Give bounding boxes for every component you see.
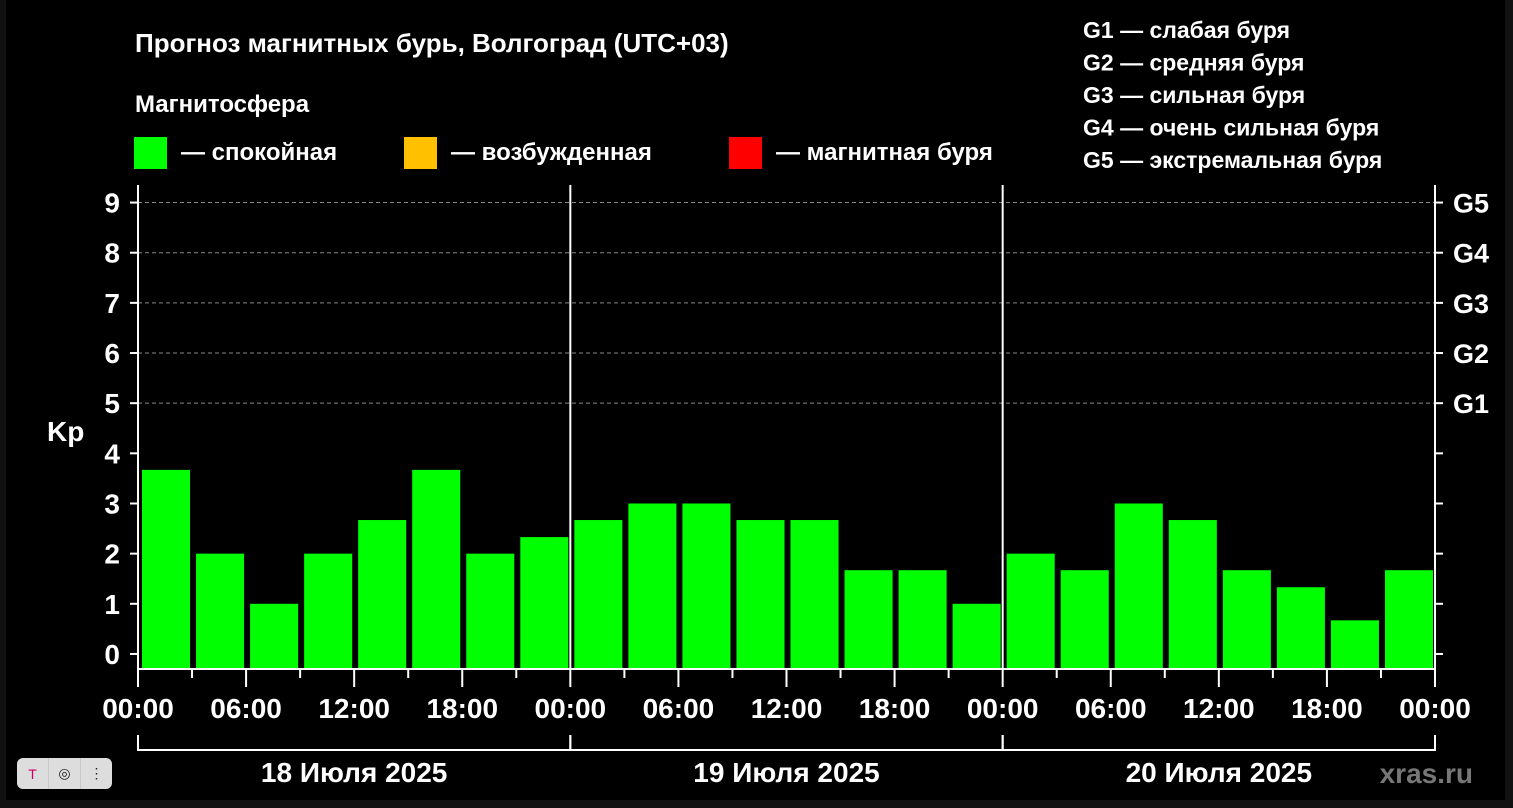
x-tick-label: 12:00 [318,693,390,724]
legend-label: — магнитная буря [776,139,993,166]
y-tick-label: 7 [104,288,120,319]
kp-bar [628,503,677,669]
day-label: 19 Июля 2025 [693,757,879,788]
g-scale-label: G3 — сильная буря [1083,82,1305,108]
y-tick-label: 4 [104,438,120,469]
y-tick-label: 1 [104,589,120,620]
day-label: 20 Июля 2025 [1126,757,1312,788]
x-tick-label: 12:00 [751,693,823,724]
g-tick-label: G3 [1453,289,1489,319]
g-scale-label: G4 — очень сильная буря [1083,115,1379,141]
kp-bar [736,520,785,669]
text-select-icon[interactable]: T [17,758,49,789]
g-tick-label: G4 [1453,239,1489,269]
y-tick-label: 6 [104,338,120,369]
kp-bar [952,603,1001,669]
kp-bar [1006,553,1055,669]
legend-title: Магнитосфера [135,91,310,118]
y-tick-label: 3 [104,488,120,519]
g-scale-label: G2 — средняя буря [1083,50,1304,76]
g-scale-label: G5 — экстремальная буря [1083,147,1382,173]
y-tick-label: 2 [104,539,120,570]
kp-bar [412,469,461,669]
y-tick-label: 9 [104,188,120,219]
x-tick-label: 18:00 [859,693,931,724]
kp-bar [304,553,353,669]
day-bracket [137,735,572,751]
kp-bar [1168,520,1217,669]
kp-bar [1384,570,1433,669]
kp-bar [466,553,515,669]
chart-title: Прогноз магнитных бурь, Волгоград (UTC+0… [135,28,729,58]
y-tick-label: 5 [104,388,120,419]
kp-bar [250,603,299,669]
day-bracket [569,735,1004,751]
kp-bar [520,537,569,669]
more-icon[interactable]: ⋮ [89,765,104,781]
kp-bar [358,520,407,669]
kp-bar [1060,570,1109,669]
kp-bar [790,520,839,669]
x-tick-label: 18:00 [426,693,498,724]
legend-swatch [729,137,762,169]
g-tick-label: G2 [1453,339,1489,369]
kp-bar [142,469,191,669]
kp-bar [574,520,623,669]
g-tick-label: G1 [1453,389,1489,419]
g-scale-label: G1 — слабая буря [1083,17,1290,43]
legend-swatch [134,137,167,169]
x-tick-label: 00:00 [967,693,1039,724]
x-tick-label: 06:00 [210,693,282,724]
legend-label: — возбужденная [451,139,652,166]
day-label: 18 Июля 2025 [261,757,447,788]
x-tick-label: 00:00 [535,693,607,724]
kp-bar [1276,587,1325,669]
x-tick-label: 00:00 [1399,693,1471,724]
y-tick-label: 8 [104,238,120,269]
day-bracket [1001,735,1436,751]
kp-bar [682,503,731,669]
lens-icon[interactable]: ◎ [49,758,81,789]
x-tick-label: 00:00 [102,693,174,724]
kp-bar [1114,503,1163,669]
kp-bar [1330,620,1379,669]
overlay-toolbar: T ◎ ⋮ [17,758,112,789]
x-tick-label: 12:00 [1183,693,1255,724]
x-tick-label: 06:00 [1075,693,1147,724]
y-axis-label: Kp [47,416,84,447]
kp-bar [898,570,947,669]
watermark: xras.ru [1380,758,1473,789]
x-tick-label: 06:00 [643,693,715,724]
x-tick-label: 18:00 [1291,693,1363,724]
y-tick-label: 0 [104,639,120,670]
legend-label: — спокойная [181,139,337,166]
kp-bar [844,570,893,669]
kp-bar [196,553,245,669]
g-tick-label: G5 [1453,189,1489,219]
kp-bar [1222,570,1271,669]
legend-swatch [404,137,437,169]
